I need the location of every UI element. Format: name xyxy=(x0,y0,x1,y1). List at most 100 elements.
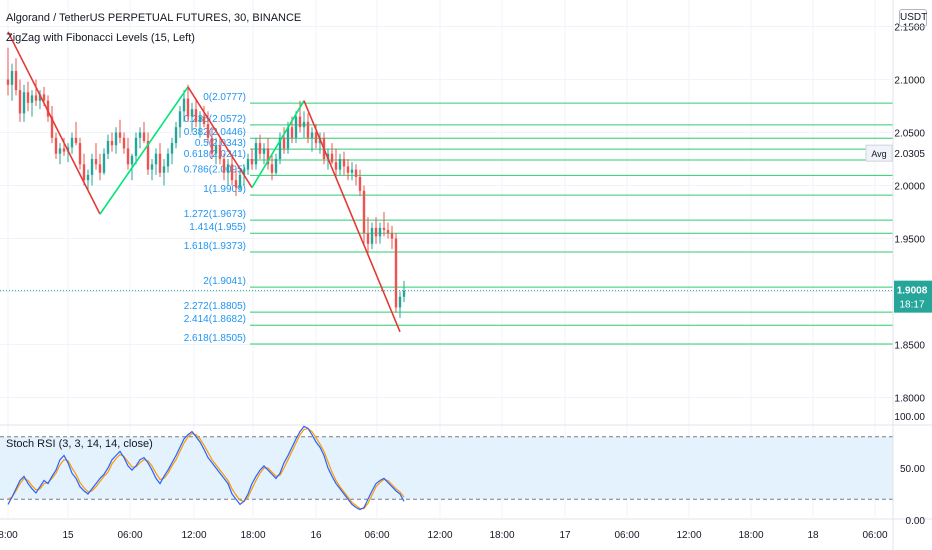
stoch-tick-label: 50.00 xyxy=(900,464,925,475)
price-tick-label: 2.0000 xyxy=(894,182,925,193)
candle-body xyxy=(394,238,398,308)
candle-body xyxy=(86,174,90,181)
candle-body xyxy=(262,148,266,154)
candle-body xyxy=(18,90,22,114)
candle-body xyxy=(234,180,238,188)
price-tick-label: 1.8000 xyxy=(894,394,925,405)
fib-level-label: 2(1.9041) xyxy=(203,276,246,287)
candle-body xyxy=(38,94,42,101)
candle-body xyxy=(378,227,382,237)
time-tick-label: 18:00 xyxy=(240,530,265,541)
zigzag-segment xyxy=(7,31,101,215)
candle-body xyxy=(374,227,378,237)
grid xyxy=(0,0,893,518)
fib-level-label: 0.618(2.0241) xyxy=(184,149,246,160)
candle-body xyxy=(150,164,154,170)
candle-body xyxy=(298,116,302,128)
candle-body xyxy=(202,116,206,125)
candle-body xyxy=(194,109,198,122)
candle-body xyxy=(34,95,38,101)
candle-body xyxy=(22,92,26,114)
candle-body xyxy=(382,227,386,231)
fib-level-label: 0(2.0777) xyxy=(203,92,246,103)
candle-body xyxy=(54,137,58,154)
candle-body xyxy=(138,132,142,138)
stoch-band xyxy=(0,436,893,500)
indicator-legend[interactable]: ZigZag with Fibonacci Levels (15, Left) xyxy=(6,32,195,44)
candles xyxy=(0,47,893,318)
candle-body xyxy=(82,164,86,181)
price-tick-label: 2.1000 xyxy=(894,76,925,87)
avg-tag-box xyxy=(865,144,893,162)
stoch-tick-label: 0.00 xyxy=(906,516,926,527)
candle-body xyxy=(58,148,62,154)
candle-body xyxy=(170,143,174,154)
candle-body xyxy=(198,116,202,122)
candle-body xyxy=(126,148,130,165)
time-tick-label: 17 xyxy=(559,530,571,541)
candle-body xyxy=(30,95,34,103)
candle-body xyxy=(278,137,282,159)
candle-body xyxy=(186,98,190,117)
fib-level-label: 2.414(1.8682) xyxy=(184,314,246,325)
candle-body xyxy=(314,132,318,144)
candle-body xyxy=(310,132,314,138)
zigzag-segment xyxy=(251,100,305,189)
time-tick-label: 06:00 xyxy=(364,530,389,541)
time-tick-label: 18:00 xyxy=(738,530,763,541)
candle-body xyxy=(266,148,270,165)
fib-level-label: 2.272(1.8805) xyxy=(184,301,246,312)
candle-body xyxy=(114,132,118,146)
candle-body xyxy=(62,148,66,152)
candle-body xyxy=(122,137,126,149)
candle-body xyxy=(254,143,258,165)
stoch-k-line xyxy=(7,425,405,511)
stoch-rsi-pane xyxy=(0,425,893,511)
chart-title: Algorand / TetherUS PERPETUAL FUTURES, 3… xyxy=(6,12,302,24)
candle-body xyxy=(78,143,82,165)
candle-body xyxy=(350,169,354,173)
time-tick-label: 18 xyxy=(807,530,819,541)
candle-body xyxy=(130,155,134,165)
bar-countdown: 18:17 xyxy=(899,300,924,311)
candle-body xyxy=(282,137,286,149)
candle-body xyxy=(182,98,186,112)
candle-body xyxy=(134,137,138,156)
candle-body xyxy=(330,153,334,163)
candle-body xyxy=(242,169,246,175)
candle-body xyxy=(166,153,170,167)
price-tick-label: 1.9500 xyxy=(894,235,925,246)
time-tick-label: 06:00 xyxy=(862,530,887,541)
candle-body xyxy=(98,164,102,173)
candle-body xyxy=(226,164,230,173)
candle-body xyxy=(366,233,370,244)
candle-body xyxy=(158,153,162,173)
candle-body xyxy=(246,159,250,170)
currency-button[interactable]: USDT xyxy=(899,9,927,27)
candle-body xyxy=(358,177,362,191)
time-tick-label: 18:00 xyxy=(489,530,514,541)
time-tick-label: 12:00 xyxy=(181,530,206,541)
time-tick-label: 12:00 xyxy=(427,530,452,541)
time-tick-label: 06:00 xyxy=(117,530,142,541)
candle-body xyxy=(6,79,10,85)
stoch-legend[interactable]: Stoch RSI (3, 3, 14, 14, close) xyxy=(6,438,153,450)
candle-body xyxy=(46,100,50,117)
fib-level-label: 0.786(2.0095) xyxy=(184,164,246,175)
time-tick-label: 06:00 xyxy=(614,530,639,541)
candle-body xyxy=(294,116,298,138)
candle-body xyxy=(222,159,226,173)
candle-body xyxy=(190,109,194,117)
candle-body xyxy=(398,296,402,308)
candle-body xyxy=(402,290,406,297)
candle-body xyxy=(206,124,210,138)
candle-body xyxy=(346,166,350,173)
candle-body xyxy=(286,127,290,149)
candle-body xyxy=(90,159,94,175)
zigzag-segment xyxy=(303,100,401,333)
price-tick-label: 2.1500 xyxy=(894,23,925,34)
candle-body xyxy=(390,233,394,239)
fib-level-label: 0.236(2.0572) xyxy=(184,114,246,125)
